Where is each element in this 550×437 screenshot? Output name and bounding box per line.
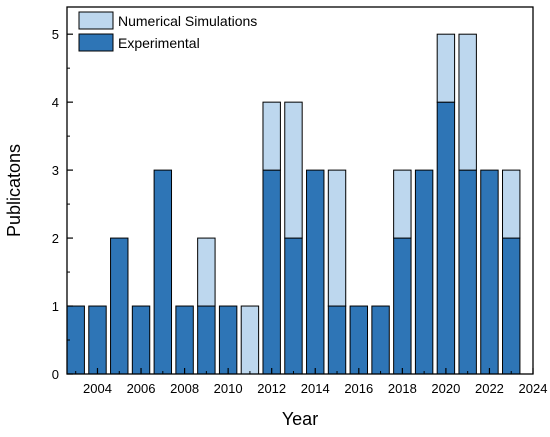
bar-numerical-2020 bbox=[436, 33, 456, 103]
bar-experimental-2013 bbox=[284, 237, 303, 375]
bar-experimental-2007 bbox=[153, 169, 173, 375]
bar-experimental-2014 bbox=[306, 169, 325, 375]
y-tick-label: 5 bbox=[52, 27, 59, 42]
bar-numerical-2011 bbox=[240, 305, 260, 375]
x-tick-label: 2006 bbox=[127, 381, 156, 396]
x-tick-label: 2020 bbox=[431, 381, 460, 396]
bar-experimental-2016 bbox=[349, 305, 369, 375]
bar-experimental-2023 bbox=[502, 237, 521, 375]
x-tick-label: 2012 bbox=[257, 381, 286, 396]
bar-experimental-2004 bbox=[88, 305, 107, 375]
x-tick-label: 2024 bbox=[519, 381, 548, 396]
bars-layer bbox=[66, 33, 521, 375]
bar-experimental-2019 bbox=[414, 169, 434, 375]
bar-numerical-2012 bbox=[262, 101, 281, 171]
bar-experimental-2022 bbox=[480, 169, 499, 375]
bar-numerical-2023 bbox=[502, 169, 521, 239]
x-tick-label: 2010 bbox=[214, 381, 243, 396]
y-axis: 0 1 2 3 4 5 bbox=[52, 27, 73, 382]
y-tick-label: 3 bbox=[52, 163, 59, 178]
y-tick-label: 0 bbox=[52, 367, 59, 382]
legend-swatch bbox=[78, 11, 114, 30]
legend: Numerical Simulations Experimental bbox=[78, 11, 257, 52]
y-tick-label: 4 bbox=[52, 95, 59, 110]
bar-experimental-2017 bbox=[371, 305, 390, 375]
bar-experimental-2009 bbox=[197, 305, 216, 375]
bar-experimental-2006 bbox=[131, 305, 151, 375]
bar-experimental-2020 bbox=[436, 101, 456, 375]
bar-numerical-2018 bbox=[393, 169, 412, 239]
x-tick-label: 2004 bbox=[83, 381, 112, 396]
bar-numerical-2013 bbox=[284, 101, 303, 239]
x-axis: 2004 2006 2008 2010 2012 2014 2016 2018 2020 2022… bbox=[75, 368, 548, 396]
bar-experimental-2010 bbox=[218, 305, 238, 375]
bar-experimental-2012 bbox=[262, 169, 281, 375]
y-tick-label: 2 bbox=[52, 231, 59, 246]
bar-experimental-2018 bbox=[393, 237, 412, 375]
legend-label: Experimental bbox=[118, 35, 200, 51]
x-tick-label: 2018 bbox=[388, 381, 417, 396]
x-axis-title: Year bbox=[282, 409, 318, 429]
x-tick-label: 2016 bbox=[344, 381, 373, 396]
bar-numerical-2009 bbox=[197, 237, 216, 307]
y-tick-label: 1 bbox=[52, 299, 59, 314]
bar-experimental-2021 bbox=[458, 169, 477, 375]
bar-experimental-2015 bbox=[327, 305, 347, 375]
y-axis-title: Publicatons bbox=[4, 144, 24, 237]
bar-numerical-2015 bbox=[327, 169, 347, 307]
x-tick-label: 2014 bbox=[301, 381, 330, 396]
bar-experimental-2008 bbox=[175, 305, 194, 375]
legend-swatch bbox=[78, 33, 114, 52]
bar-numerical-2021 bbox=[458, 33, 477, 171]
bar-experimental-2005 bbox=[110, 237, 129, 375]
x-tick-label: 2022 bbox=[475, 381, 504, 396]
plot-frame bbox=[66, 6, 534, 375]
legend-label: Numerical Simulations bbox=[118, 13, 257, 29]
x-tick-label: 2008 bbox=[170, 381, 199, 396]
